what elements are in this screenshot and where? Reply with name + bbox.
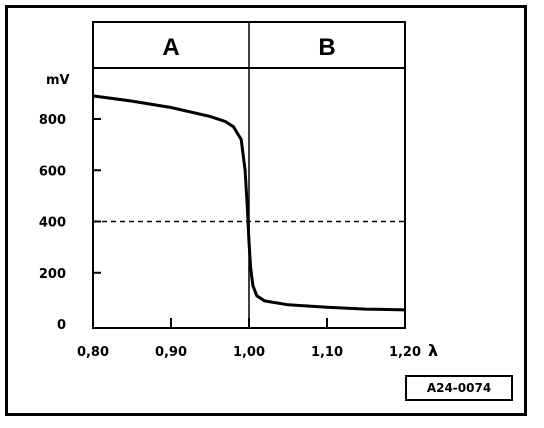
x-tick-label: 1,10 xyxy=(311,345,343,360)
y-tick-label: 800 xyxy=(39,113,66,128)
y-tick-label: 600 xyxy=(39,164,66,179)
voltage-curve xyxy=(92,94,406,312)
zone-label-a: A xyxy=(162,34,179,61)
y-tick-label: 0 xyxy=(57,318,66,333)
y-tick-label: 200 xyxy=(39,267,66,282)
x-tick-label: 1,20 xyxy=(389,345,421,360)
reference-code: A24-0074 xyxy=(405,375,513,401)
x-tick-label: 1,00 xyxy=(233,345,265,360)
x-tick-label: 0,80 xyxy=(77,345,109,360)
y-axis-label: mV xyxy=(46,73,70,88)
y-tick-label: 400 xyxy=(39,216,66,231)
figure-frame xyxy=(5,5,527,416)
x-tick-label: 0,90 xyxy=(155,345,187,360)
zone-label-b: B xyxy=(318,34,335,61)
x-axis-label: λ xyxy=(428,341,438,360)
